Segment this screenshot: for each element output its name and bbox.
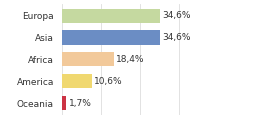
Bar [62,52,114,66]
Text: 34,6%: 34,6% [162,33,191,42]
Bar [62,9,160,23]
Text: 10,6%: 10,6% [94,77,123,86]
Bar [62,30,160,45]
Bar [62,96,66,110]
Text: 1,7%: 1,7% [69,99,92,108]
Text: 34,6%: 34,6% [162,11,191,20]
Bar [62,74,92,88]
Text: 18,4%: 18,4% [116,55,145,64]
